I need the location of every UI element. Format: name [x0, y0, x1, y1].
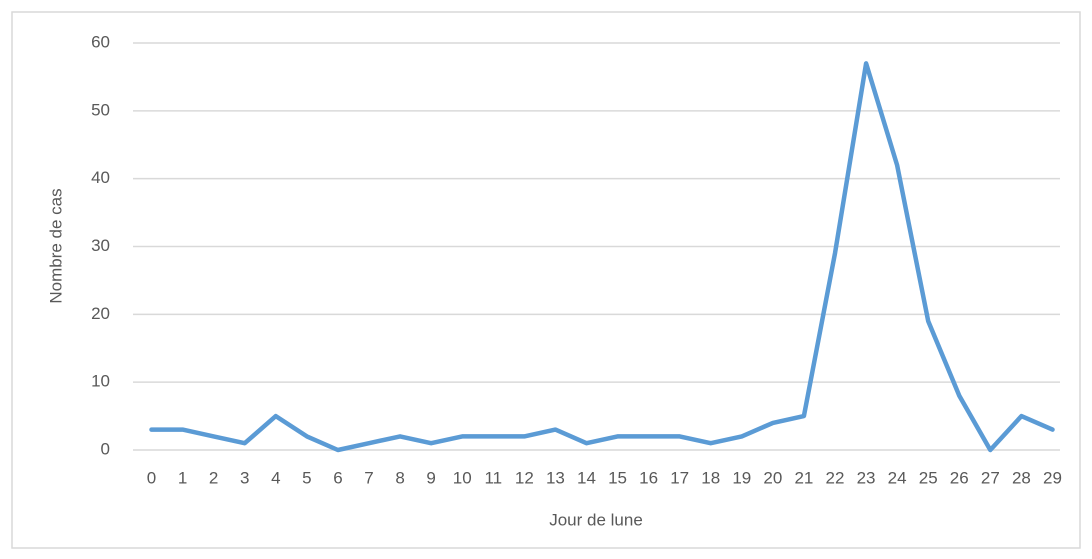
y-tick-label: 60	[91, 32, 110, 51]
x-tick-label: 27	[981, 468, 1000, 487]
x-tick-label: 11	[484, 468, 502, 487]
y-tick-label: 30	[91, 236, 110, 255]
x-tick-label: 5	[302, 468, 311, 487]
x-axis-title: Jour de lune	[549, 510, 643, 529]
x-tick-label: 1	[178, 468, 187, 487]
x-tick-label: 29	[1043, 468, 1062, 487]
x-tick-label: 23	[857, 468, 876, 487]
y-tick-label: 0	[101, 439, 110, 458]
x-tick-label: 2	[209, 468, 218, 487]
x-tick-label: 17	[670, 468, 689, 487]
x-tick-label: 0	[147, 468, 156, 487]
x-tick-label: 21	[794, 468, 813, 487]
x-tick-label: 13	[546, 468, 565, 487]
y-tick-label: 50	[91, 100, 110, 119]
x-tick-label: 7	[364, 468, 373, 487]
y-tick-label: 10	[91, 372, 110, 391]
x-tick-label: 6	[333, 468, 342, 487]
y-tick-label: 40	[91, 168, 110, 187]
x-tick-label: 25	[919, 468, 938, 487]
x-tick-label: 22	[826, 468, 845, 487]
x-tick-label: 12	[515, 468, 534, 487]
x-tick-label: 14	[577, 468, 596, 487]
y-tick-label: 20	[91, 304, 110, 323]
x-tick-label: 20	[763, 468, 782, 487]
x-tick-label: 24	[888, 468, 907, 487]
data-line	[149, 61, 1055, 453]
y-axis-title: Nombre de cas	[46, 188, 65, 303]
x-tick-label: 9	[426, 468, 435, 487]
x-tick-label: 28	[1012, 468, 1031, 487]
x-tick-label: 16	[639, 468, 658, 487]
x-tick-label: 3	[240, 468, 249, 487]
x-tick-label: 19	[732, 468, 751, 487]
x-tick-label: 15	[608, 468, 627, 487]
chart-frame	[11, 11, 1081, 549]
x-tick-label: 18	[701, 468, 720, 487]
x-tick-label: 4	[271, 468, 280, 487]
x-tick-label: 26	[950, 468, 969, 487]
x-tick-label: 8	[395, 468, 404, 487]
x-tick-label: 10	[453, 468, 472, 487]
